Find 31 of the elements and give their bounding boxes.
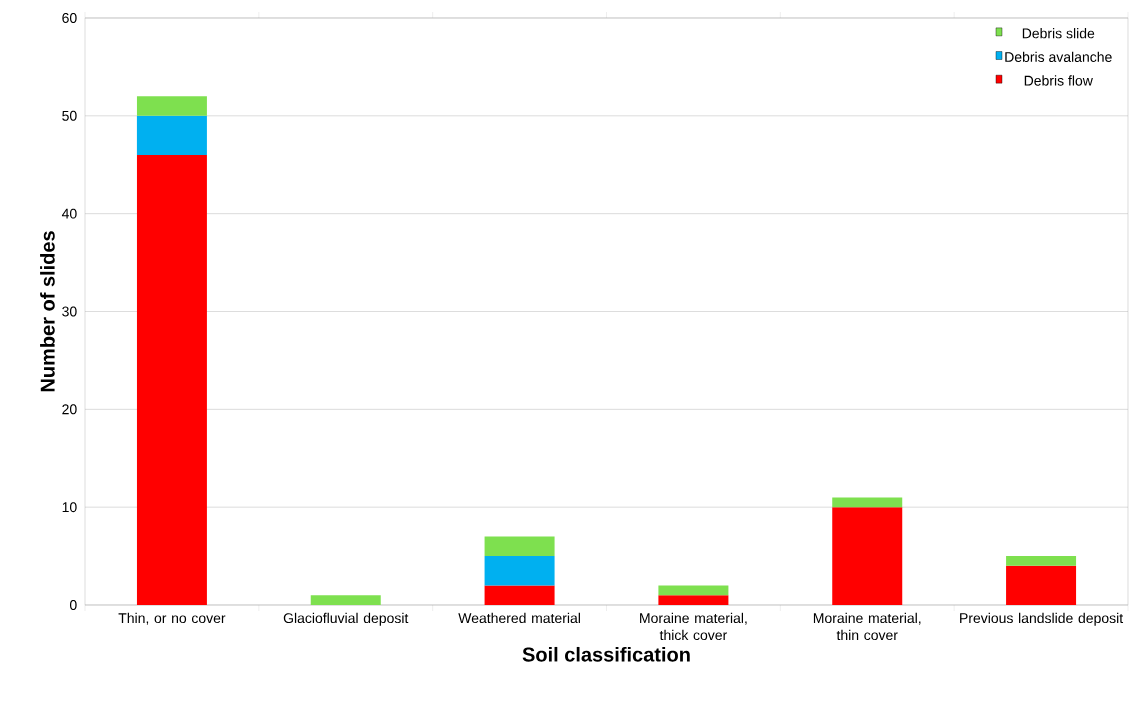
- y-tick-label: 10: [62, 502, 77, 513]
- bar: [136, 115, 207, 155]
- x-tick-label: Previous landslide deposit: [960, 612, 1124, 626]
- x-tick-label: Glaciofluvial deposit: [283, 612, 409, 626]
- bar: [1006, 556, 1077, 566]
- x-tick-label: Moraine material, thin cover: [813, 612, 921, 641]
- y-tick-label: 40: [61, 208, 77, 219]
- bar: [136, 96, 207, 116]
- y-tick-label: 30: [62, 306, 77, 317]
- bar: [658, 595, 729, 605]
- legend-label: Debris flow: [1024, 75, 1093, 86]
- bar: [484, 556, 555, 586]
- x-tick-label: Thin, or no cover: [118, 612, 226, 625]
- legend-label: Debris slide: [1022, 28, 1095, 39]
- y-tick-label: 50: [62, 110, 77, 121]
- x-axis-title: Soil classification: [522, 646, 690, 662]
- y-tick-label: 20: [62, 404, 77, 415]
- x-tick-label: Weathered material: [458, 612, 580, 624]
- bar: [310, 595, 381, 605]
- bar: [484, 585, 555, 605]
- bar: [832, 507, 903, 605]
- bar: [484, 536, 555, 557]
- y-tick-label: 60: [62, 13, 77, 23]
- bar: [136, 154, 207, 605]
- y-tick-label: 0: [69, 600, 77, 610]
- y-axis-title: Number of slides: [40, 231, 55, 392]
- x-tick-label: Moraine material, thick cover: [640, 612, 747, 641]
- bar: [1006, 565, 1077, 605]
- bar: [832, 497, 903, 508]
- legend-label: Debris avalanche: [1005, 51, 1112, 62]
- bar: [658, 585, 729, 596]
